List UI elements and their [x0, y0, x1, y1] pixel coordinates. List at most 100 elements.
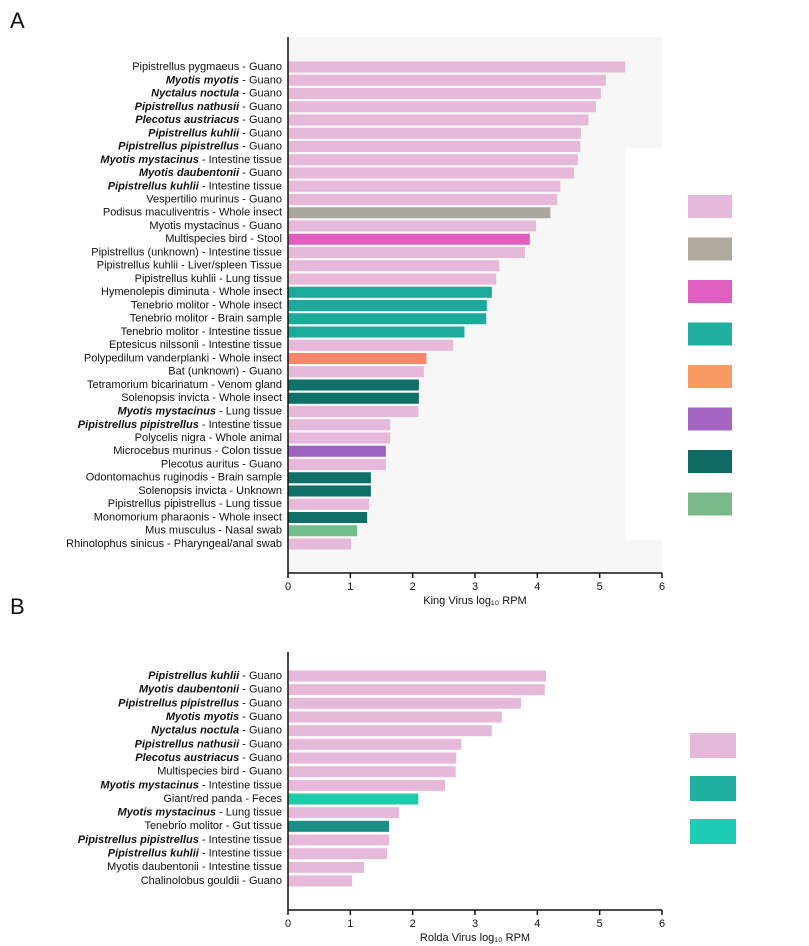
category-label: Nyctalus noctula - Guano — [151, 725, 282, 737]
category-label: Polypedilum vanderplanki - Whole insect — [84, 352, 282, 364]
category-label: Hymenolepis diminuta - Whole insect — [101, 286, 282, 298]
category-label: Rhinolophus sinicus - Pharyngeal/anal sw… — [66, 538, 282, 550]
category-label: Giant/red panda - Feces — [163, 793, 282, 805]
bar — [288, 512, 367, 523]
bar — [288, 433, 390, 444]
category-label: Myotis mystacinus - Lung tissue — [118, 405, 282, 417]
legend-swatch — [688, 238, 732, 261]
plot-background-cutout — [625, 148, 662, 540]
page: {"chart_data": [ {"type": "bar", "orient… — [0, 0, 809, 946]
bar — [288, 221, 536, 232]
bar — [288, 739, 461, 750]
bar — [288, 459, 386, 470]
bar — [288, 406, 418, 417]
category-label: Pipistrellus pygmaeus - Guano — [132, 61, 282, 73]
category-label: Pipistrellus nathusii - Guano — [135, 738, 282, 750]
bar — [288, 327, 464, 338]
panel-label: B — [10, 594, 25, 619]
bar — [288, 366, 424, 377]
category-label: Pipistrellus pipistrellus - Lung tissue — [108, 498, 282, 510]
category-label: Myotis daubentonii - Guano — [139, 684, 282, 696]
bar — [288, 380, 419, 391]
category-label: Multispecies bird - Stool — [165, 233, 282, 245]
category-label: Pipistrellus (unknown) - Intestine tissu… — [91, 246, 282, 258]
category-label: Myotis mystacinus - Intestine tissue — [100, 154, 282, 166]
category-label: Microcebus murinus - Colon tissue — [113, 445, 282, 457]
x-tick-label: 3 — [472, 918, 478, 930]
category-label: Myotis mystacinus - Intestine tissue — [100, 779, 282, 791]
bar — [288, 486, 371, 497]
category-label: Mus musculus - Nasal swab — [145, 525, 282, 537]
bar — [288, 766, 456, 777]
category-label: Pipistrellus pipistrellus - Guano — [118, 697, 282, 709]
bar — [288, 141, 580, 152]
category-label: Myotis mystacinus - Guano — [149, 220, 282, 232]
legend-swatch — [688, 323, 732, 346]
legend-swatch — [688, 280, 732, 303]
legend-swatch — [690, 733, 736, 758]
category-label: Myotis daubentonii - Guano — [139, 167, 282, 179]
category-label: Monomorium pharaonis - Whole insect — [94, 511, 282, 523]
category-label: Nyctalus noctula - Guano — [151, 87, 282, 99]
bar — [288, 821, 389, 832]
bar — [288, 194, 557, 205]
bar — [288, 780, 445, 791]
bar — [288, 313, 486, 324]
bar — [288, 234, 530, 245]
bar — [288, 446, 386, 457]
legend-swatch — [688, 195, 732, 218]
bar — [288, 128, 581, 139]
category-label: Bat (unknown) - Guano — [168, 366, 282, 378]
x-tick-label: 1 — [347, 581, 353, 593]
x-tick-label: 5 — [597, 918, 603, 930]
panel-label: A — [10, 8, 25, 33]
category-label: Tetramorium bicarinatum - Venom gland — [87, 379, 282, 391]
x-tick-label: 1 — [347, 918, 353, 930]
category-label: Eptesicus nilssonii - Intestine tissue — [109, 339, 282, 351]
bar — [288, 88, 601, 99]
category-label: Odontomachus ruginodis - Brain sample — [86, 472, 282, 484]
category-label: Multispecies bird - Guano — [157, 766, 282, 778]
category-label: Myotis myotis - Guano — [166, 74, 282, 86]
bar — [288, 848, 387, 859]
x-axis-label: King Virus log₁₀ RPM — [423, 595, 526, 607]
bar — [288, 725, 492, 736]
bar — [288, 101, 596, 112]
legend-swatch — [688, 365, 732, 388]
category-label: Pipistrellus pipistrellus - Intestine ti… — [78, 419, 282, 431]
bar — [288, 181, 560, 192]
bar — [288, 300, 487, 311]
bar — [288, 168, 574, 179]
x-tick-label: 4 — [534, 918, 540, 930]
category-label: Pipistrellus pipistrellus - Intestine ti… — [78, 834, 282, 846]
category-label: Tenebrio molitor - Gut tissue — [144, 820, 282, 832]
bar — [288, 154, 578, 165]
category-label: Pipistrellus kuhlii - Intestine tissue — [108, 180, 282, 192]
category-label: Solenopsis invicta - Unknown — [138, 485, 282, 497]
bar — [288, 472, 371, 483]
bar — [288, 835, 389, 846]
bar — [288, 419, 390, 430]
category-label: Tenebrio molitor - Brain sample — [130, 313, 282, 325]
category-label: Podisus maculiventris - Whole insect — [103, 207, 282, 219]
category-label: Vespertilio murinus - Guano — [146, 193, 282, 205]
x-axis-label: Rolda Virus log₁₀ RPM — [420, 932, 530, 944]
bar — [288, 340, 453, 351]
category-label: Pipistrellus kuhlii - Intestine tissue — [108, 848, 282, 860]
category-label: Plecotus austriacus - Guano — [135, 114, 282, 126]
legend-swatch — [688, 493, 732, 516]
x-tick-label: 3 — [472, 581, 478, 593]
figure: A Pipistrellus pygmaeus - GuanoMyotis myo… — [0, 0, 809, 946]
x-tick-label: 6 — [659, 918, 665, 930]
bar — [288, 753, 456, 764]
category-label: Pipistrellus pipistrellus - Guano — [118, 140, 282, 152]
category-label: Chalinolobus gouldii - Guano — [141, 875, 282, 887]
bar — [288, 62, 625, 73]
category-label: Solenopsis invicta - Whole insect — [121, 392, 282, 404]
bar — [288, 207, 550, 218]
legend-swatch — [690, 819, 736, 844]
bar — [288, 247, 525, 258]
bar — [288, 115, 588, 126]
category-label: Plecotus auritus - Guano — [161, 458, 282, 470]
category-label: Polycelis nigra - Whole animal — [135, 432, 282, 444]
